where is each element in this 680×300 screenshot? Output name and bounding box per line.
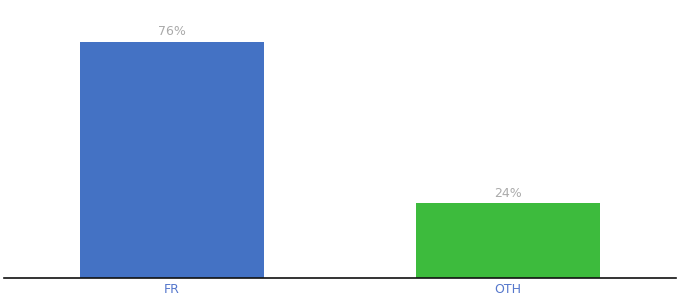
Bar bbox=[415, 203, 600, 278]
Bar bbox=[80, 41, 265, 278]
Text: 76%: 76% bbox=[158, 26, 186, 38]
Text: 24%: 24% bbox=[494, 187, 522, 200]
